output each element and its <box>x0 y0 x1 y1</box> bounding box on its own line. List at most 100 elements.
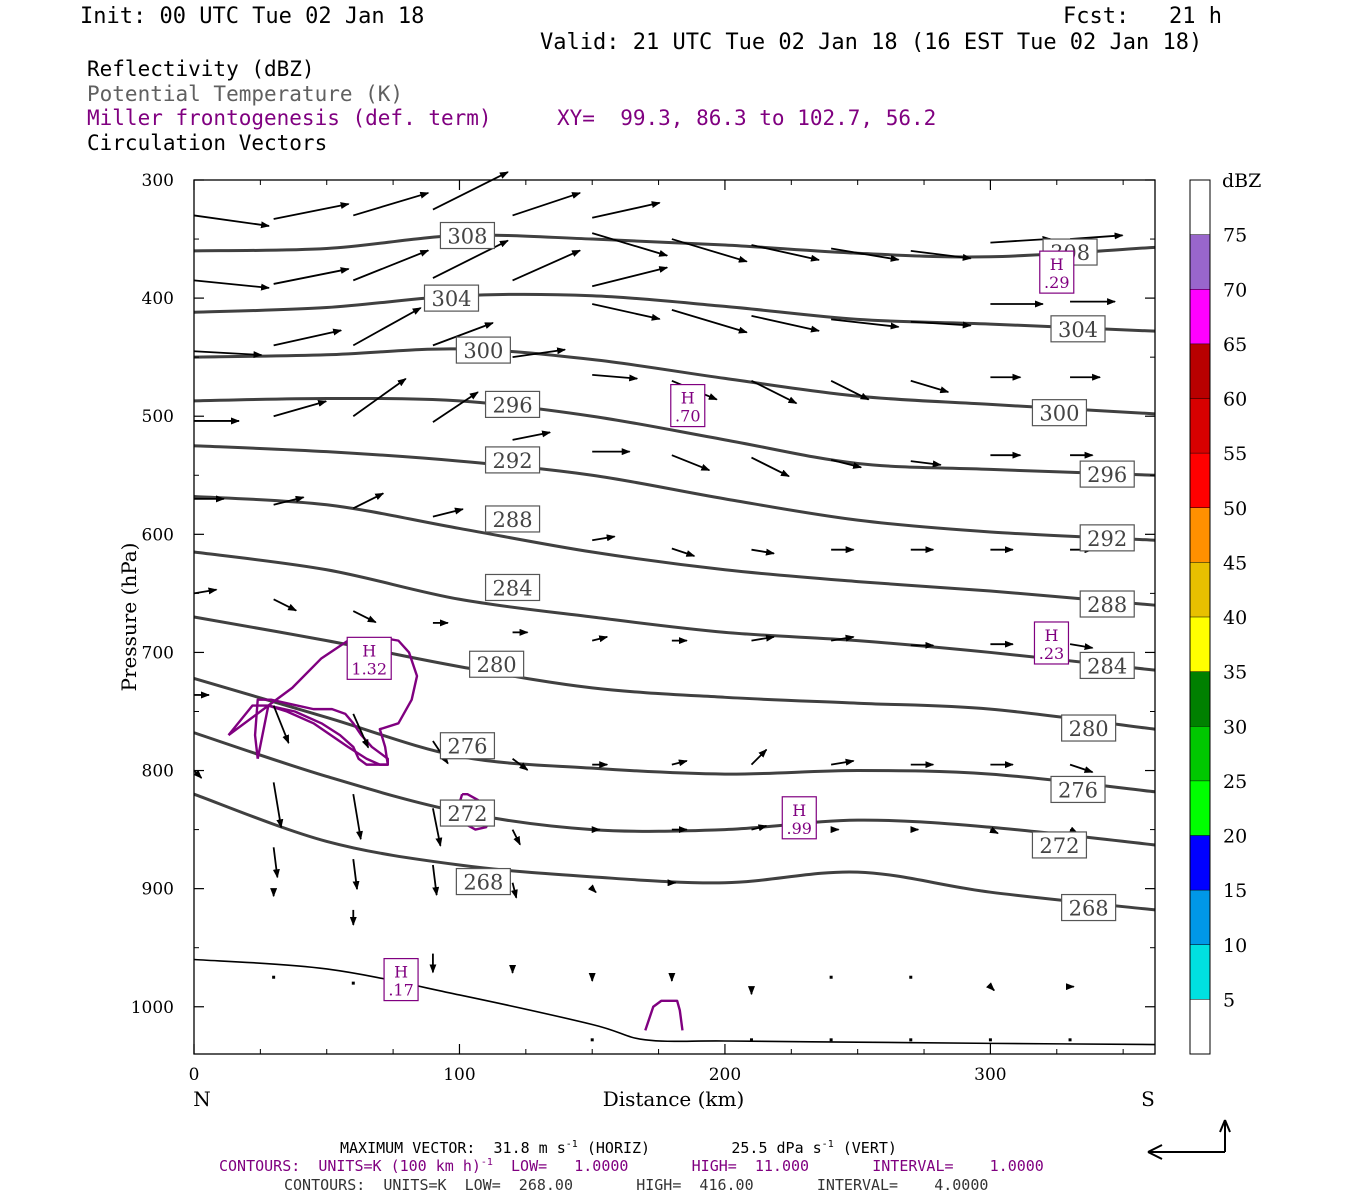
x-tick-label: 300 <box>974 1065 1006 1085</box>
circulation-vector <box>831 318 900 330</box>
circulation-vector <box>352 377 407 417</box>
circulation-vector <box>751 548 775 556</box>
colorbar-segment <box>1190 726 1210 781</box>
theta-contour-label-284: 284 <box>484 573 541 602</box>
theta-contour-label-304: 304 <box>423 284 480 312</box>
colorbar-label: 70 <box>1223 279 1247 301</box>
init-time: Init: 00 UTC Tue 02 Jan 18 <box>80 4 425 29</box>
theta-label-box <box>439 221 496 250</box>
theta-contour-label-280: 280 <box>1061 714 1117 742</box>
legend-reflectivity: Reflectivity (dBZ) <box>87 57 315 81</box>
theta-label-text: 288 <box>493 508 533 532</box>
theta-contour-308 <box>193 233 1156 259</box>
circulation-vector <box>910 249 972 261</box>
circulation-vector <box>352 794 363 841</box>
maximum-letter: H <box>394 963 408 982</box>
circulation-vector <box>989 826 999 835</box>
theta-contour-label-288: 288 <box>484 505 541 533</box>
theta-label-text: 304 <box>431 287 471 311</box>
theta-label-text: 292 <box>1087 527 1127 551</box>
maximum-value: .29 <box>1044 273 1069 292</box>
north-label: N <box>193 1087 211 1111</box>
circulation-vector <box>193 769 203 779</box>
legend-frontogenesis: Miller frontogenesis (def. term) <box>87 106 492 130</box>
colorbar-segment <box>1190 617 1210 672</box>
circulation-vector <box>432 322 494 347</box>
x-tick-label: 0 <box>189 1065 200 1085</box>
theta-contour-label-272: 272 <box>439 799 496 827</box>
colorbar-label: 35 <box>1223 662 1247 684</box>
circulation-vector <box>671 309 748 334</box>
circulation-vector <box>512 249 581 282</box>
circulation-vector <box>587 884 597 894</box>
circulation-vector <box>591 266 669 288</box>
colorbar-segment <box>1190 562 1210 617</box>
theta-label-box <box>1031 831 1088 859</box>
circulation-vector <box>432 239 509 279</box>
theta-contour-284 <box>193 550 1156 672</box>
circulation-vector <box>272 705 290 745</box>
colorbar-label: 50 <box>1223 498 1247 520</box>
circulation-vector <box>432 808 443 847</box>
colorbar-label: 15 <box>1223 880 1247 902</box>
theta-label-box <box>1031 399 1088 427</box>
maximum-value: 1.32 <box>351 659 387 678</box>
circulation-vector <box>352 492 385 510</box>
circulation-vector <box>1069 763 1094 773</box>
circulation-vector <box>671 454 711 472</box>
theta-label-text: 276 <box>447 735 487 759</box>
theta-contour-label-308: 308 <box>439 221 496 250</box>
circulation-vector <box>909 1038 913 1042</box>
theta-contour-300 <box>193 347 1156 416</box>
theta-label-box <box>484 446 541 474</box>
colorbar-segment <box>1190 999 1210 1054</box>
circulation-vector <box>751 824 768 832</box>
theta-label-text: 268 <box>1069 897 1109 921</box>
frontogenesis-maximum: H.23 <box>1033 621 1070 665</box>
theta-label-text: 292 <box>493 449 533 473</box>
circulation-vector <box>751 244 820 262</box>
y-tick-label: 300 <box>142 171 174 191</box>
circulation-vector <box>990 235 1052 244</box>
theta-contour-272 <box>193 731 1156 847</box>
circulation-vector <box>1069 643 1094 651</box>
theta-label-text: 296 <box>493 393 533 417</box>
circulation-vector <box>830 247 900 262</box>
theta-label-box <box>1079 590 1135 618</box>
theta-label-text: 276 <box>1058 778 1098 802</box>
theta-contour-label-304: 304 <box>1050 315 1106 343</box>
colorbar-label: 75 <box>1223 225 1247 247</box>
theta-label-box <box>1050 315 1106 343</box>
theta-label-box <box>484 505 541 533</box>
y-tick-label: 700 <box>142 643 174 663</box>
colorbar-label: 45 <box>1223 552 1247 574</box>
y-axis-label: Pressure (hPa) <box>117 543 141 692</box>
circulation-vector <box>273 202 350 220</box>
circulation-vector <box>510 882 518 899</box>
circulation-vector <box>986 982 995 992</box>
theta-contour-label-276: 276 <box>439 732 496 760</box>
frontogenesis-maximum: H1.32 <box>346 636 392 680</box>
y-tick-label: 600 <box>142 525 174 545</box>
theta-label-box <box>1079 524 1135 552</box>
colorbar-unit: dBZ <box>1222 170 1261 192</box>
circulation-vector <box>353 191 430 217</box>
theta-label-text: 284 <box>1087 654 1127 678</box>
maximum-value: .17 <box>388 981 413 1000</box>
colorbar-segment <box>1190 890 1210 945</box>
y-tick-label: 1000 <box>131 998 174 1018</box>
frontogenesis-maximum: H.29 <box>1039 250 1075 294</box>
circulation-vector <box>910 320 972 329</box>
circulation-vector <box>273 495 305 506</box>
circulation-vector <box>272 975 276 979</box>
circulation-vector <box>910 379 950 394</box>
frontogenesis-maximum: H.17 <box>383 957 419 1002</box>
theta-contour-surface <box>193 958 1156 1046</box>
theta-contour-label-272: 272 <box>1031 831 1088 859</box>
footer-frontogenesis-contours: CONTOURS: UNITS=K (100 km h)-1 LOW= 1.00… <box>219 1157 1044 1175</box>
theta-contour-304 <box>193 292 1156 333</box>
maximum-value: .70 <box>675 407 700 426</box>
circulation-vector <box>432 507 464 518</box>
circulation-vector <box>1068 1038 1072 1042</box>
